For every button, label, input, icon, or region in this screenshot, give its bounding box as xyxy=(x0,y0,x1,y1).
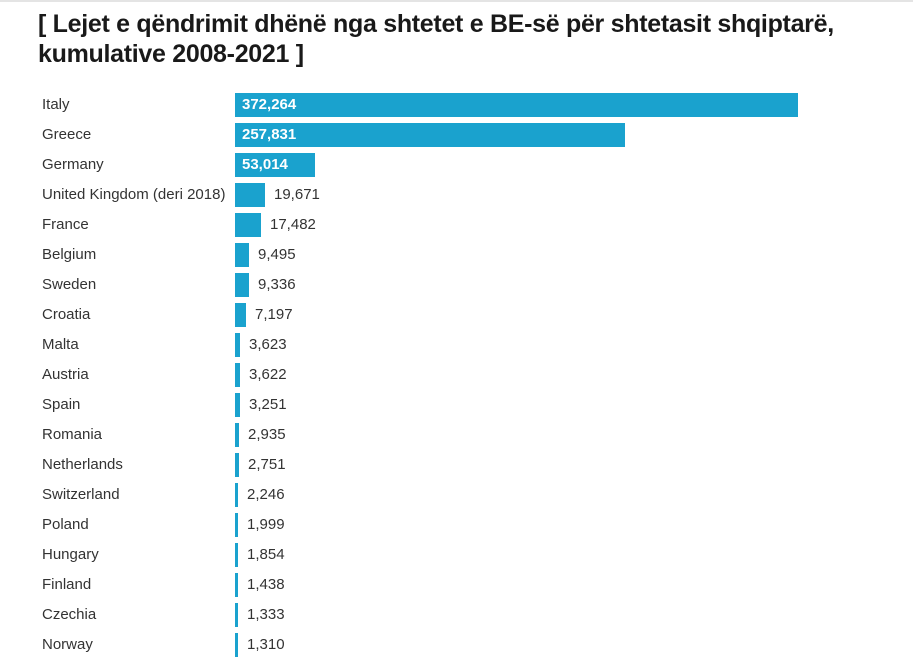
bar-label: France xyxy=(42,216,89,233)
bar-value: 7,197 xyxy=(255,306,293,323)
chart-row: Belgium 9,495 xyxy=(0,243,913,267)
chart-row: France 17,482 xyxy=(0,213,913,237)
bar-value: 372,264 xyxy=(242,96,297,113)
bar xyxy=(235,453,239,477)
chart-row: Croatia 7,197 xyxy=(0,303,913,327)
bar xyxy=(235,183,265,207)
bar-value: 19,671 xyxy=(274,186,320,203)
chart-row: Romania 2,935 xyxy=(0,423,913,447)
chart-row: Spain 3,251 xyxy=(0,393,913,417)
bar-value: 257,831 xyxy=(242,126,297,143)
chart-row: Finland 1,438 xyxy=(0,573,913,597)
bar-label: Hungary xyxy=(42,546,99,563)
bar-value: 9,336 xyxy=(258,276,296,293)
bar-label: Netherlands xyxy=(42,456,123,473)
chart-row: Greece 257,831 xyxy=(0,123,913,147)
bar: 257,831 xyxy=(235,123,625,147)
bar-value: 1,310 xyxy=(247,636,285,653)
bar xyxy=(235,483,238,507)
bar-label: Finland xyxy=(42,576,92,593)
chart-row: Austria 3,622 xyxy=(0,363,913,387)
top-divider xyxy=(0,0,913,2)
bar-label: Romania xyxy=(42,426,103,443)
bar-value: 2,751 xyxy=(248,456,286,473)
bar-value: 1,854 xyxy=(247,546,285,563)
bar-value: 53,014 xyxy=(242,156,288,173)
bar: 53,014 xyxy=(235,153,315,177)
chart-row: Malta 3,623 xyxy=(0,333,913,357)
bar-label: United Kingdom (deri 2018) xyxy=(42,186,226,203)
bar-label: Malta xyxy=(42,336,79,353)
chart-title: [ Lejet e qëndrimit dhënë nga shtetet e … xyxy=(38,10,834,68)
bar xyxy=(235,273,249,297)
chart-row: Czechia 1,333 xyxy=(0,603,913,627)
chart-row: Norway 1,310 xyxy=(0,633,913,657)
bar-label: Sweden xyxy=(42,276,97,293)
bar-label: Czechia xyxy=(42,606,97,623)
bar-value: 2,935 xyxy=(248,426,286,443)
bar-label: Greece xyxy=(42,126,92,143)
chart-row: Switzerland 2,246 xyxy=(0,483,913,507)
chart-row: Hungary 1,854 xyxy=(0,543,913,567)
bar xyxy=(235,423,239,447)
chart-row: Poland 1,999 xyxy=(0,513,913,537)
bar-value: 1,333 xyxy=(247,606,285,623)
bar-label: Switzerland xyxy=(42,486,120,503)
bar xyxy=(235,243,249,267)
bar-label: Germany xyxy=(42,156,104,173)
bar-value: 3,622 xyxy=(249,366,287,383)
chart-row: Italy 372,264 xyxy=(0,93,913,117)
bar-value: 9,495 xyxy=(258,246,296,263)
bar: 372,264 xyxy=(235,93,798,117)
bar xyxy=(235,333,240,357)
bar-value: 3,623 xyxy=(249,336,287,353)
bar-label: Spain xyxy=(42,396,81,413)
bar xyxy=(235,363,240,387)
chart-row: Netherlands 2,751 xyxy=(0,453,913,477)
bar xyxy=(235,393,240,417)
bar xyxy=(235,573,238,597)
bar-value: 2,246 xyxy=(247,486,285,503)
chart-row: United Kingdom (deri 2018) 19,671 xyxy=(0,183,913,207)
bar xyxy=(235,303,246,327)
bar xyxy=(235,513,238,537)
bar xyxy=(235,543,238,567)
bar-label: Croatia xyxy=(42,306,91,323)
chart-row: Sweden 9,336 xyxy=(0,273,913,297)
bar-value: 1,999 xyxy=(247,516,285,533)
chart-row: Germany 53,014 xyxy=(0,153,913,177)
bar xyxy=(235,213,261,237)
bar-value: 1,438 xyxy=(247,576,285,593)
bar-value: 17,482 xyxy=(270,216,316,233)
bar-label: Italy xyxy=(42,96,70,113)
bar-label: Belgium xyxy=(42,246,97,263)
bar-value: 3,251 xyxy=(249,396,287,413)
bar xyxy=(235,603,238,627)
bar-label: Austria xyxy=(42,366,89,383)
bar-label: Norway xyxy=(42,636,93,653)
bar xyxy=(235,633,238,657)
bar-label: Poland xyxy=(42,516,89,533)
